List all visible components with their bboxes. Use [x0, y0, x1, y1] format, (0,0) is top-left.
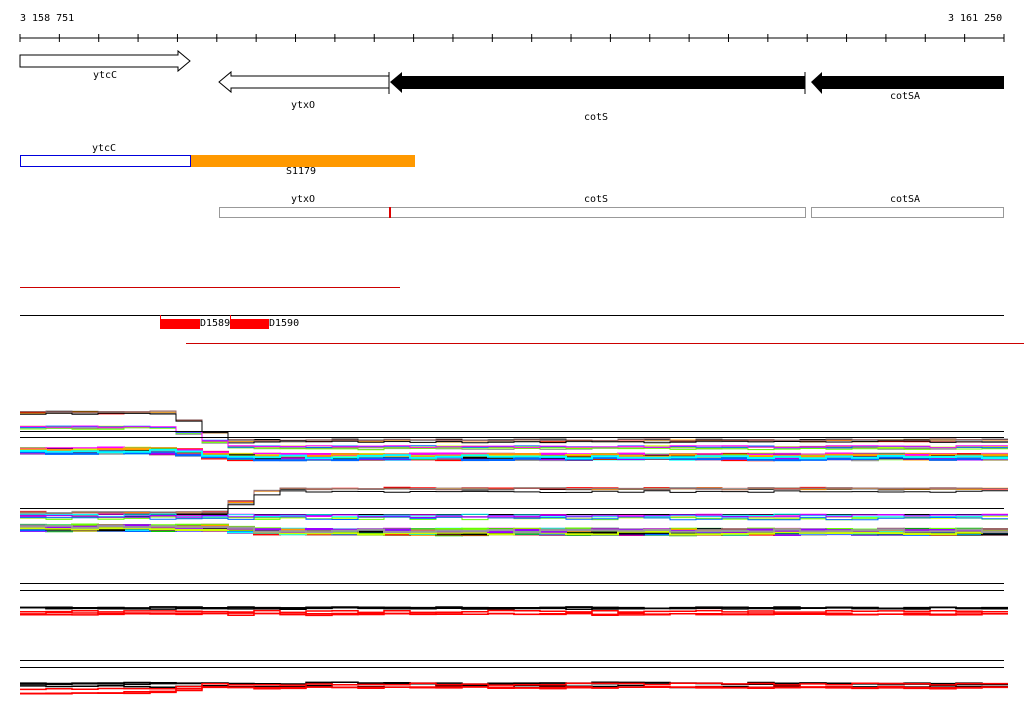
- operon-segment-S1179[interactable]: [191, 155, 415, 167]
- gene-ytxO-arrow[interactable]: [218, 70, 390, 94]
- feature-D1590-label: D1590: [269, 318, 300, 329]
- transcript-ytxO-label: ytxO: [290, 194, 316, 205]
- transcript-ytxO-box[interactable]: [219, 207, 390, 218]
- coordinate-ruler: [19, 34, 1005, 42]
- ruler-start-label: 3 158 751: [20, 13, 75, 24]
- profile-line: [20, 410, 1008, 442]
- profile-line: [20, 611, 1008, 616]
- profile-line: [20, 412, 1008, 444]
- gene-ytxO-label: ytxO: [290, 100, 316, 111]
- operon-gene-label: ytcC: [91, 143, 117, 154]
- feature-D1589-block[interactable]: [160, 319, 200, 329]
- profile-line: [20, 425, 1008, 449]
- gene-cotSA-arrow[interactable]: [811, 72, 1004, 94]
- gene-ytcC-label: ytcC: [92, 70, 118, 81]
- profile-line: [20, 606, 1008, 610]
- operon-gene-ytcC-box[interactable]: [20, 155, 191, 167]
- transcript-cotSA-label: cotSA: [889, 194, 921, 205]
- transcript-cotS-box[interactable]: [389, 207, 806, 218]
- transcript-cotS-label: cotS: [583, 194, 609, 205]
- profile-line: [20, 682, 1008, 691]
- gene-cotS-label: cotS: [583, 112, 609, 123]
- operon-segment-label: S1179: [285, 166, 317, 177]
- profile-line: [20, 487, 1008, 515]
- profile-line: [20, 448, 1008, 460]
- transcript-cotSA-box[interactable]: [811, 207, 1004, 218]
- feature-D1589-label: D1589: [200, 318, 231, 329]
- profile-line: [20, 516, 1008, 521]
- profile-line: [20, 609, 1008, 614]
- gene-cotSA-label: cotSA: [889, 91, 921, 102]
- profile-line: [20, 514, 1008, 518]
- profile-line: [20, 410, 1008, 442]
- profile-line: [20, 450, 1008, 462]
- feature-D1590-block[interactable]: [230, 319, 269, 329]
- profile-line: [20, 681, 1008, 686]
- gene-cotS-arrow[interactable]: [390, 72, 806, 94]
- profile-line: [20, 524, 1008, 534]
- profile-line: [20, 425, 1008, 449]
- profile-line: [20, 686, 1008, 695]
- ruler-end-label: 3 161 250: [948, 13, 1003, 24]
- expression-profiles: [20, 410, 1008, 695]
- gene-ytcC-arrow[interactable]: [19, 49, 191, 73]
